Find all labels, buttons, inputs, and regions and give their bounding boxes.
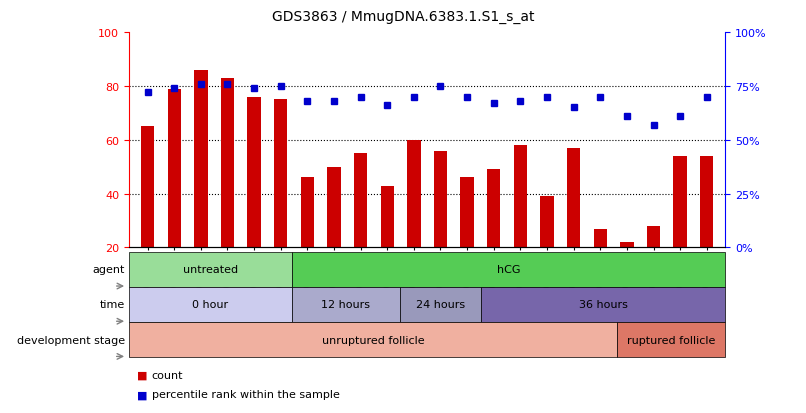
Text: 36 hours: 36 hours [579,299,628,310]
Bar [434,151,447,248]
Text: 0 hour: 0 hour [192,299,228,310]
Bar [221,79,234,248]
Bar [621,242,634,248]
Text: GDS3863 / MmugDNA.6383.1.S1_s_at: GDS3863 / MmugDNA.6383.1.S1_s_at [272,10,534,24]
Bar [567,148,580,248]
Text: agent: agent [93,264,125,275]
Bar [301,178,314,248]
Text: unruptured follicle: unruptured follicle [322,335,424,345]
Bar [274,100,288,248]
Bar [674,157,687,248]
Bar [407,140,421,248]
Text: hCG: hCG [496,264,520,275]
Text: 24 hours: 24 hours [416,299,465,310]
Text: ■: ■ [137,370,147,380]
Bar [540,197,554,248]
Bar [647,226,660,248]
Bar [168,89,181,248]
Text: count: count [152,370,183,380]
Bar [460,178,474,248]
Bar [513,146,527,248]
Bar [593,229,607,248]
Bar [327,167,341,248]
Text: untreated: untreated [183,264,238,275]
Text: ruptured follicle: ruptured follicle [627,335,716,345]
Bar [141,127,154,248]
Bar [487,170,501,248]
Text: 12 hours: 12 hours [322,299,370,310]
Bar [194,71,207,248]
Text: development stage: development stage [17,335,125,345]
Text: time: time [100,299,125,310]
Bar [354,154,368,248]
Bar [700,157,713,248]
Text: ■: ■ [137,389,147,399]
Bar [247,97,261,248]
Text: percentile rank within the sample: percentile rank within the sample [152,389,339,399]
Bar [380,186,394,248]
